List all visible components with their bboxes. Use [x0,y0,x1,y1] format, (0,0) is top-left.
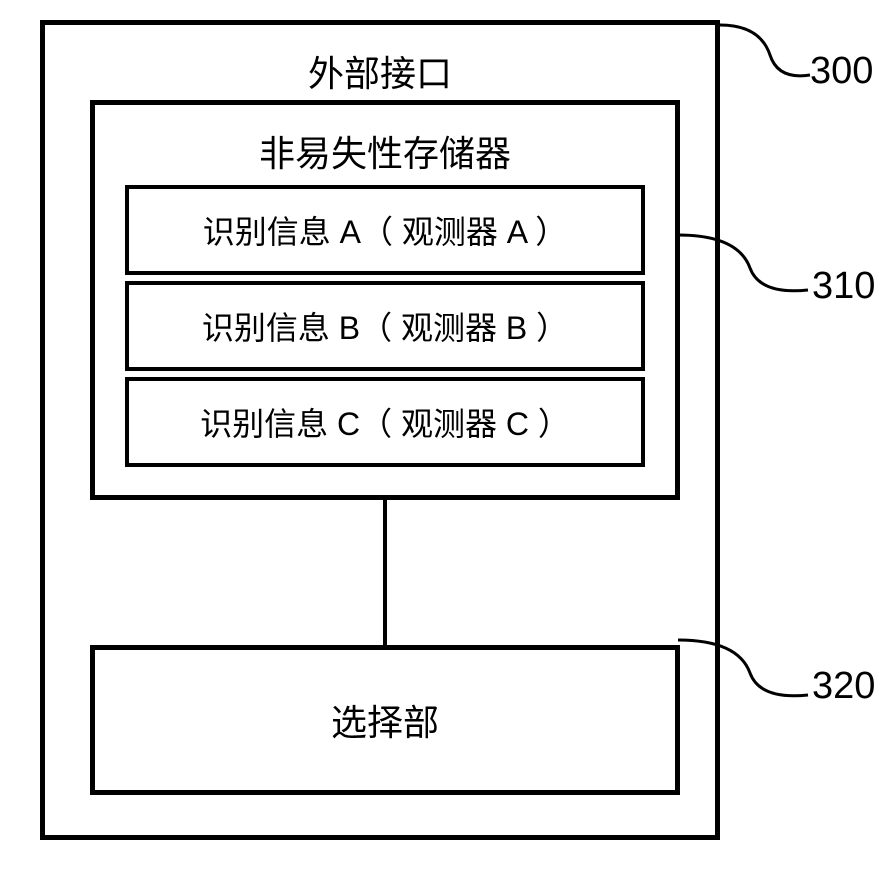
info-row-a: 识别信息 A（ 观测器 A ） [125,185,645,275]
callout-310: 310 [812,265,875,308]
nonvolatile-storage-box: 非易失性存储器 识别信息 A（ 观测器 A ） 识别信息 B（ 观测器 B ） … [90,100,680,500]
callout-300: 300 [810,50,873,93]
callout-320: 320 [812,665,875,708]
external-interface-box: 外部接口 非易失性存储器 识别信息 A（ 观测器 A ） 识别信息 B（ 观测器… [40,20,720,840]
leader-300-curve [720,20,815,100]
block-diagram: 外部接口 非易失性存储器 识别信息 A（ 观测器 A ） 识别信息 B（ 观测器… [40,20,720,840]
info-row-b: 识别信息 B（ 观测器 B ） [125,281,645,371]
selector-title: 选择部 [331,694,439,746]
info-rows-container: 识别信息 A（ 观测器 A ） 识别信息 B（ 观测器 B ） 识别信息 C（ … [125,185,645,473]
selector-box: 选择部 [90,645,680,795]
connector-line [383,500,387,645]
external-interface-title: 外部接口 [45,45,715,97]
nonvolatile-storage-title: 非易失性存储器 [95,125,675,177]
info-row-c: 识别信息 C（ 观测器 C ） [125,377,645,467]
